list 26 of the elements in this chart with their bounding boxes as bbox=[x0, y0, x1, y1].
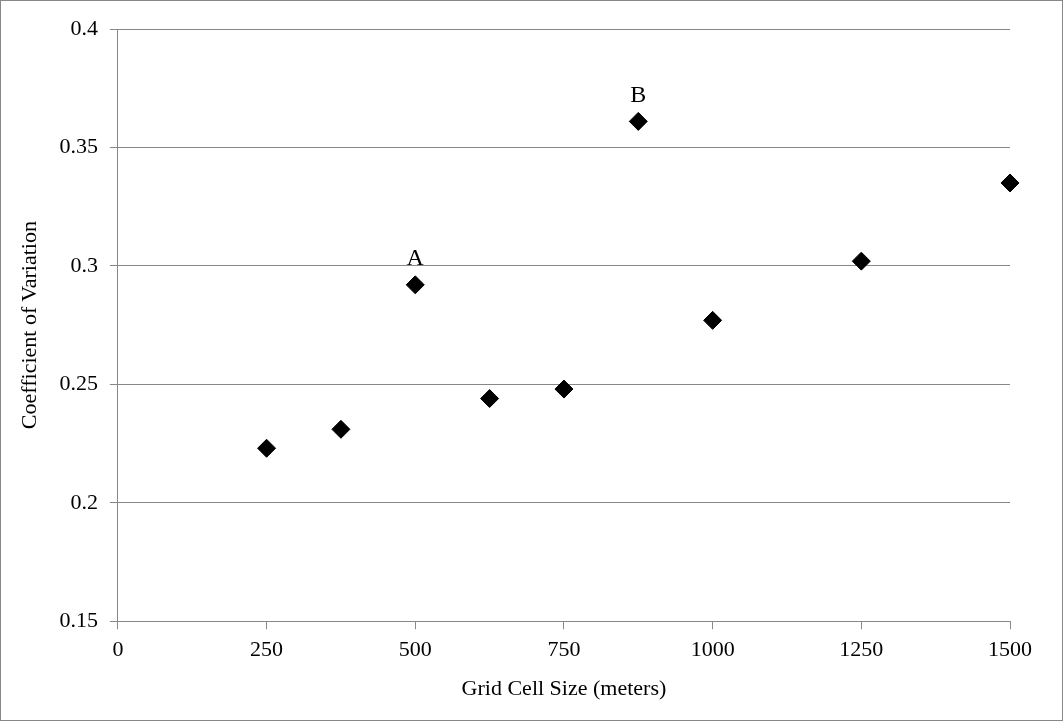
x-tick-label: 0 bbox=[112, 636, 124, 662]
point bbox=[628, 111, 648, 131]
y-tick-label: 0.2 bbox=[70, 488, 98, 514]
point bbox=[405, 275, 425, 295]
x-tick-label: 250 bbox=[250, 636, 284, 662]
point bbox=[257, 438, 277, 458]
y-tick-label: 0.15 bbox=[59, 606, 98, 632]
x-tick-label: 500 bbox=[398, 636, 432, 662]
x-tick-label: 1250 bbox=[839, 636, 884, 662]
y-tick-label: 0.35 bbox=[59, 133, 98, 159]
y-axis-title: Coefficient of Variation bbox=[15, 221, 41, 430]
point bbox=[851, 251, 871, 271]
annotation: B bbox=[630, 80, 647, 107]
annotation: A bbox=[406, 244, 425, 271]
point bbox=[1000, 173, 1020, 193]
point bbox=[480, 389, 500, 409]
point bbox=[703, 310, 723, 330]
y-tick-label: 0.4 bbox=[70, 14, 98, 40]
x-tick-label: 1500 bbox=[988, 636, 1032, 662]
x-tick-label: 1000 bbox=[690, 636, 735, 662]
x-tick-label: 750 bbox=[547, 636, 581, 662]
x-axis-title: Grid Cell Size (meters) bbox=[461, 674, 667, 700]
y-tick-label: 0.25 bbox=[59, 370, 98, 396]
point bbox=[554, 379, 574, 399]
y-tick-label: 0.3 bbox=[70, 251, 98, 277]
point bbox=[331, 419, 351, 439]
